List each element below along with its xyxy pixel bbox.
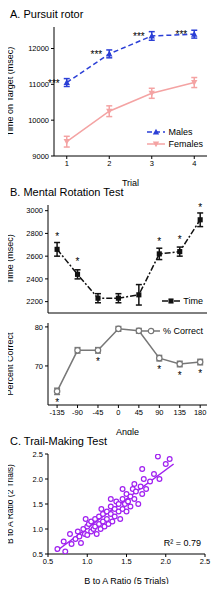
svg-text:2.0: 2.0 — [33, 475, 43, 484]
svg-text:*: * — [178, 370, 182, 381]
svg-text:-135: -135 — [50, 408, 65, 417]
svg-text:0.5: 0.5 — [33, 550, 43, 559]
svg-text:***: *** — [48, 78, 60, 89]
svg-text:10000: 10000 — [28, 116, 49, 125]
svg-text:2.5: 2.5 — [200, 557, 210, 566]
svg-text:Trial: Trial — [122, 178, 139, 186]
svg-text:1: 1 — [65, 159, 69, 168]
svg-text:1.5: 1.5 — [33, 500, 43, 509]
svg-text:0.5: 0.5 — [43, 557, 53, 566]
svg-text:Time (msec): Time (msec) — [8, 234, 15, 284]
svg-text:-90: -90 — [72, 408, 83, 417]
svg-text:2.5: 2.5 — [33, 450, 43, 459]
svg-text:***: *** — [133, 31, 145, 42]
html-text:A. Pursuit rotor: A. Pursuit rotor — [10, 8, 84, 20]
svg-text:3000: 3000 — [26, 206, 43, 215]
svg-text:*: * — [96, 356, 100, 367]
svg-text:2400: 2400 — [26, 275, 43, 284]
svg-text:*: * — [55, 231, 59, 242]
svg-text:*: * — [157, 364, 161, 375]
svg-text:12000: 12000 — [28, 44, 49, 53]
svg-text:0: 0 — [116, 408, 120, 417]
html-text:B. Mental Rotation Test: B. Mental Rotation Test — [10, 186, 124, 198]
svg-text:***: *** — [176, 29, 188, 40]
svg-text:2.0: 2.0 — [161, 557, 171, 566]
svg-text:1.0: 1.0 — [33, 525, 43, 534]
html-text:% Correct: % Correct — [163, 326, 203, 336]
svg-text:90: 90 — [155, 408, 163, 417]
svg-text:2200: 2200 — [26, 297, 43, 306]
svg-text:180: 180 — [194, 408, 207, 417]
svg-text:135: 135 — [173, 408, 186, 417]
html-text:C. Trail-Making Test: C. Trail-Making Test — [10, 435, 107, 447]
svg-text:*: * — [198, 202, 202, 213]
svg-text:B to A Ratio (2 Trials): B to A Ratio (2 Trials) — [8, 464, 15, 544]
svg-text:*: * — [76, 256, 80, 267]
svg-text:*: * — [55, 397, 59, 408]
svg-text:45: 45 — [135, 408, 143, 417]
svg-text:B to A Ratio (5 Trials): B to A Ratio (5 Trials) — [84, 576, 169, 584]
svg-text:3: 3 — [150, 159, 154, 168]
svg-text:9000: 9000 — [32, 152, 49, 161]
svg-text:80: 80 — [35, 323, 43, 332]
svg-text:Time on Target (msec): Time on Target (msec) — [8, 47, 15, 137]
svg-text:1.5: 1.5 — [121, 557, 131, 566]
svg-text:*: * — [157, 236, 161, 247]
svg-text:*: * — [178, 234, 182, 245]
svg-text:2800: 2800 — [26, 229, 43, 238]
html-text:Females: Females — [168, 139, 203, 149]
svg-text:-45: -45 — [93, 408, 104, 417]
svg-text:***: *** — [91, 49, 103, 60]
svg-text:70: 70 — [35, 362, 43, 371]
svg-text:2: 2 — [107, 159, 111, 168]
html-text:R² = 0.79: R² = 0.79 — [163, 538, 201, 548]
svg-text:2600: 2600 — [26, 252, 43, 261]
svg-text:11000: 11000 — [29, 80, 49, 89]
html-text:Time: Time — [183, 296, 203, 306]
svg-text:4: 4 — [192, 159, 196, 168]
svg-text:1.0: 1.0 — [82, 557, 92, 566]
svg-text:Angle: Angle — [116, 427, 139, 435]
svg-text:Percent Correct: Percent Correct — [8, 332, 15, 396]
svg-text:*: * — [198, 368, 202, 379]
html-text:Males: Males — [168, 127, 193, 137]
